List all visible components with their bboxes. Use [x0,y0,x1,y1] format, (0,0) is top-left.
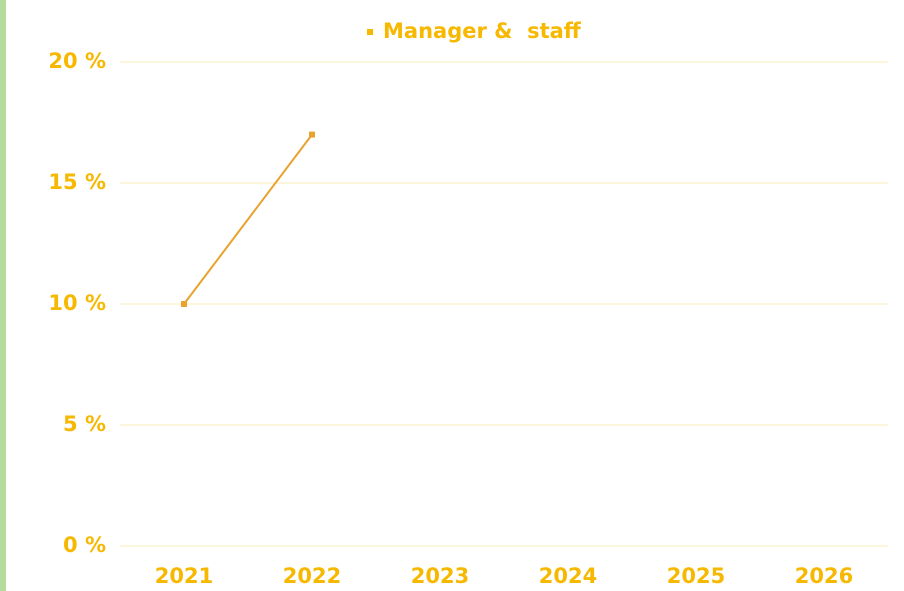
x-tick-label: 2022 [283,564,341,588]
left-border [0,0,6,591]
legend-marker [367,29,373,35]
x-tick-label: 2025 [667,564,725,588]
legend-label: Manager & staff [383,19,582,43]
x-tick-label: 2021 [155,564,213,588]
x-tick-label: 2023 [411,564,469,588]
point-marker [309,131,315,138]
y-tick-label: 20 % [48,49,106,73]
y-tick-label: 15 % [48,170,106,194]
y-tick-label: 5 % [63,412,106,436]
y-tick-label: 0 % [63,533,106,557]
point-marker [181,301,187,307]
x-tick-label: 2026 [795,564,853,588]
series-line [183,133,313,305]
x-tick-label: 2024 [539,564,597,588]
y-tick-label: 10 % [48,291,106,315]
